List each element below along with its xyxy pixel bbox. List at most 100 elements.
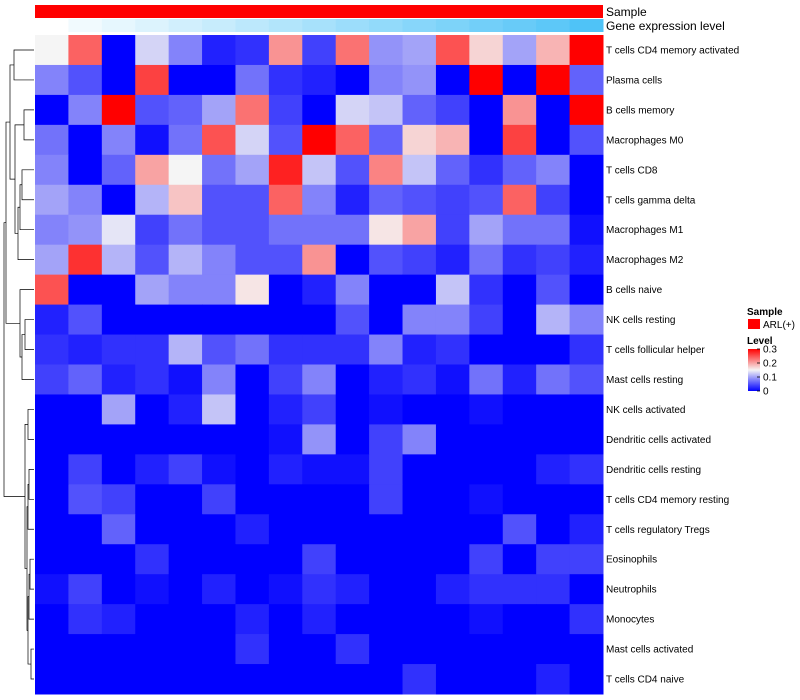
- heatmap-cell: [335, 94, 370, 126]
- heatmap-cell: [435, 64, 470, 96]
- legend-level-title: Level: [747, 336, 773, 347]
- heatmap-cell: [469, 514, 504, 545]
- heatmap-cell: [435, 454, 470, 485]
- heatmap-cell: [135, 244, 170, 276]
- heatmap-cell: [101, 604, 136, 635]
- heatmap-cell: [101, 634, 136, 665]
- dendrogram-branch: [14, 124, 24, 234]
- heatmap-cell: [202, 94, 236, 126]
- heatmap-cell: [502, 664, 537, 695]
- heatmap-cell: [569, 424, 604, 455]
- heatmap-cell: [135, 484, 170, 515]
- heatmap-cell: [35, 304, 69, 336]
- heatmap-cell: [435, 544, 470, 575]
- heatmap-cell: [469, 304, 504, 336]
- heatmap-cell: [202, 544, 236, 575]
- heatmap-cell: [435, 394, 470, 425]
- gene-expression-annotation-cell: [502, 19, 537, 32]
- heatmap-cell: [35, 394, 69, 425]
- dendrogram-branch: [23, 109, 34, 141]
- heatmap-cell: [536, 304, 571, 336]
- dendrogram-branch: [9, 64, 15, 180]
- heatmap-cell: [168, 574, 203, 605]
- heatmap-cell: [502, 304, 537, 336]
- row-label: Plasma cells: [606, 75, 662, 86]
- gene-expression-annotation-cell: [536, 19, 571, 32]
- heatmap-cell: [35, 634, 69, 665]
- dendrogram-branch: [21, 334, 34, 380]
- heatmap-cell: [101, 394, 136, 425]
- heatmap-cell: [168, 364, 203, 395]
- gene-expression-annotation-cell: [402, 19, 437, 32]
- heatmap-cell: [302, 394, 337, 425]
- heatmap-cell: [335, 514, 370, 545]
- row-label: T cells follicular helper: [606, 345, 705, 356]
- heatmap-cell: [101, 484, 136, 515]
- heatmap-cell: [135, 454, 170, 485]
- heatmap-cell: [168, 244, 203, 276]
- heatmap-cell: [202, 304, 236, 336]
- heatmap-cell: [302, 304, 337, 336]
- heatmap-cell: [168, 124, 203, 156]
- heatmap-cell: [202, 604, 236, 635]
- heatmap-cell: [435, 514, 470, 545]
- heatmap-cell: [369, 35, 404, 66]
- gene-expression-annotation-cell: [469, 19, 504, 32]
- gene-expression-annotation-cell: [235, 19, 270, 32]
- heatmap-cell: [302, 544, 337, 575]
- heatmap-cell: [435, 364, 470, 395]
- heatmap-cell: [268, 334, 303, 365]
- heatmap-cell: [235, 484, 270, 515]
- heatmap-cell: [335, 664, 370, 695]
- heatmap-cell: [502, 484, 537, 515]
- heatmap-cell: [469, 244, 504, 276]
- heatmap-cell: [402, 664, 437, 695]
- heatmap-cell: [135, 634, 170, 665]
- heatmap-cell: [569, 124, 604, 156]
- heatmap-cell: [536, 544, 571, 575]
- heatmap-cell: [402, 94, 437, 126]
- heatmap-cell: [268, 604, 303, 635]
- heatmap-cell: [302, 244, 337, 276]
- heatmap-cell: [168, 394, 203, 425]
- heatmap-cell: [402, 454, 437, 485]
- heatmap-cell: [469, 394, 504, 425]
- heatmap-cell: [502, 394, 537, 425]
- gene-expression-annotation-cell: [302, 19, 337, 32]
- legend-tick-label: 0.1: [763, 373, 777, 384]
- heatmap-cell: [502, 244, 537, 276]
- heatmap-cell: [101, 124, 136, 156]
- heatmap-cell: [168, 544, 203, 575]
- heatmap-cell: [235, 154, 270, 186]
- heatmap-cell: [135, 604, 170, 635]
- heatmap-cell: [235, 544, 270, 575]
- heatmap-cell: [502, 634, 537, 665]
- heatmap-cell: [536, 424, 571, 455]
- heatmap-cell: [435, 94, 470, 126]
- heatmap-cell: [68, 244, 103, 276]
- heatmap-cell: [235, 244, 270, 276]
- heatmap-cell: [35, 574, 69, 605]
- heatmap-cell: [101, 184, 136, 216]
- heatmap-cell: [335, 634, 370, 665]
- heatmap-cell: [435, 634, 470, 665]
- heatmap-cell: [202, 214, 236, 246]
- heatmap-cell: [168, 454, 203, 485]
- heatmap-cell: [235, 604, 270, 635]
- heatmap-cell: [268, 514, 303, 545]
- heatmap-cell: [402, 604, 437, 635]
- heatmap-cell: [135, 274, 170, 306]
- legend-sample-title: Sample: [747, 307, 783, 318]
- heatmap-cell: [268, 124, 303, 156]
- row-label: Macrophages M2: [606, 255, 684, 266]
- heatmap-cell: [369, 184, 404, 216]
- heatmap-cell: [469, 604, 504, 635]
- heatmap-cell: [335, 604, 370, 635]
- heatmap-cell: [569, 244, 604, 276]
- heatmap-cell: [135, 64, 170, 96]
- heatmap-cell: [369, 124, 404, 156]
- heatmap-cell: [369, 394, 404, 425]
- heatmap-cell: [135, 35, 170, 66]
- heatmap-cell: [68, 394, 103, 425]
- heatmap-cell: [235, 394, 270, 425]
